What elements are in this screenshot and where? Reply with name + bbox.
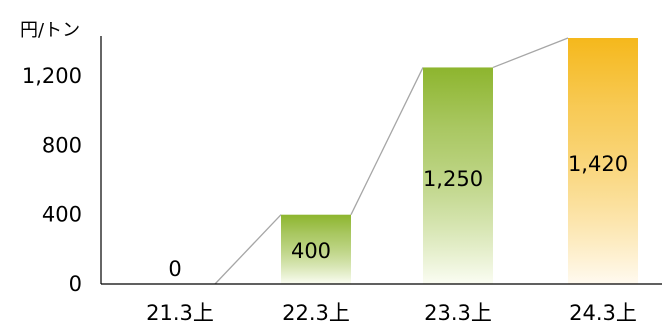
bar xyxy=(423,67,493,284)
y-axis-unit-label: 円/トン xyxy=(20,20,80,41)
x-tick-label: 23.3上 xyxy=(424,301,492,325)
data-label: 1,250 xyxy=(423,167,483,191)
connector-line xyxy=(492,37,569,69)
connector-lines xyxy=(214,37,569,285)
y-tick-label: 0 xyxy=(69,272,82,296)
data-label: 1,420 xyxy=(568,152,628,176)
x-tick-label: 22.3上 xyxy=(282,301,350,325)
y-tick-label: 1,200 xyxy=(22,64,82,88)
connector-line xyxy=(350,67,424,215)
connector-line xyxy=(214,214,282,285)
x-tick-label: 24.3上 xyxy=(569,301,637,325)
bar xyxy=(281,214,351,284)
y-tick-label: 800 xyxy=(42,133,82,157)
x-tick-label: 21.3上 xyxy=(146,301,214,325)
bars xyxy=(281,38,638,284)
data-label: 400 xyxy=(291,239,331,263)
bar xyxy=(568,38,638,284)
x-tick-labels: 21.3上 22.3上 23.3上 24.3上 xyxy=(146,301,637,325)
data-labels: 0 400 1,250 1,420 xyxy=(168,152,628,281)
data-label: 0 xyxy=(168,257,181,281)
y-tick-labels: 0 400 800 1,200 xyxy=(22,64,82,296)
y-tick-label: 400 xyxy=(42,203,82,227)
